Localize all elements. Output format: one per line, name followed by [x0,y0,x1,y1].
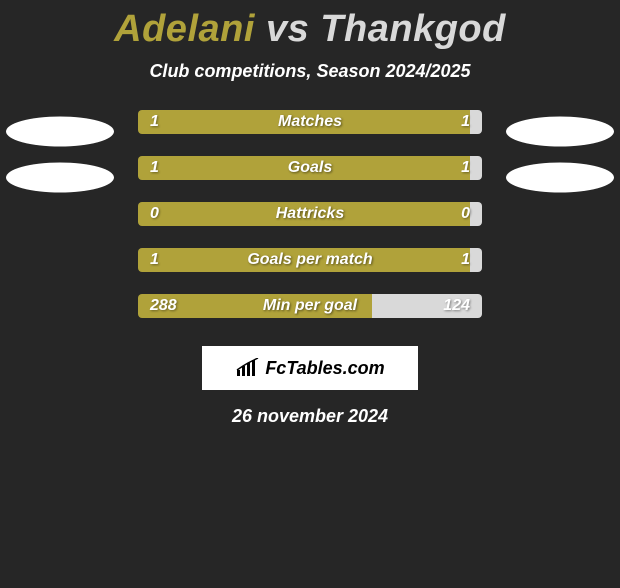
subtitle: Club competitions, Season 2024/2025 [0,61,620,82]
stat-value-right: 1 [449,113,482,131]
chart-bars-icon [235,358,261,378]
stat-value-right: 0 [449,205,482,223]
title-right: Thankgod [320,8,506,50]
stat-bar-left: 1 [138,110,470,134]
stat-value-left: 0 [138,205,171,223]
page-title: Adelani vs Thankgod [0,8,620,51]
stat-bar-left: 1 [138,248,470,272]
stat-row: 11Goals per match [0,248,620,294]
stat-bar-right: 0 [470,202,482,226]
stat-value-right: 1 [449,159,482,177]
stat-bar-left: 288 [138,294,372,318]
stat-value-left: 1 [138,113,171,131]
player-ellipse-left [6,163,114,193]
stat-row: 11Goals [0,156,620,202]
stat-value-right: 1 [449,251,482,269]
player-ellipse-right [506,117,614,147]
player-ellipse-left [6,117,114,147]
stat-value-right: 124 [431,297,482,315]
title-vs: vs [255,8,320,50]
branding-text: FcTables.com [265,358,384,379]
stat-rows: 11Matches11Goals00Hattricks11Goals per m… [0,110,620,340]
stat-value-left: 1 [138,251,171,269]
stat-row: 00Hattricks [0,202,620,248]
title-left: Adelani [114,8,255,50]
date-text: 26 november 2024 [0,406,620,427]
stat-value-left: 1 [138,159,171,177]
branding-badge: FcTables.com [202,346,418,390]
stat-bar: 11Goals [138,156,482,180]
stat-bar-right: 1 [470,156,482,180]
stat-bar-left: 1 [138,156,470,180]
stat-bar: 288124Min per goal [138,294,482,318]
player-ellipse-right [506,163,614,193]
stat-bar: 11Matches [138,110,482,134]
stat-row: 288124Min per goal [0,294,620,340]
stat-row: 11Matches [0,110,620,156]
stat-bar-left: 0 [138,202,470,226]
stat-bar-right: 1 [470,248,482,272]
stat-bar: 00Hattricks [138,202,482,226]
stat-value-left: 288 [138,297,189,315]
stat-bar: 11Goals per match [138,248,482,272]
stat-bar-right: 1 [470,110,482,134]
stat-bar-right: 124 [372,294,482,318]
